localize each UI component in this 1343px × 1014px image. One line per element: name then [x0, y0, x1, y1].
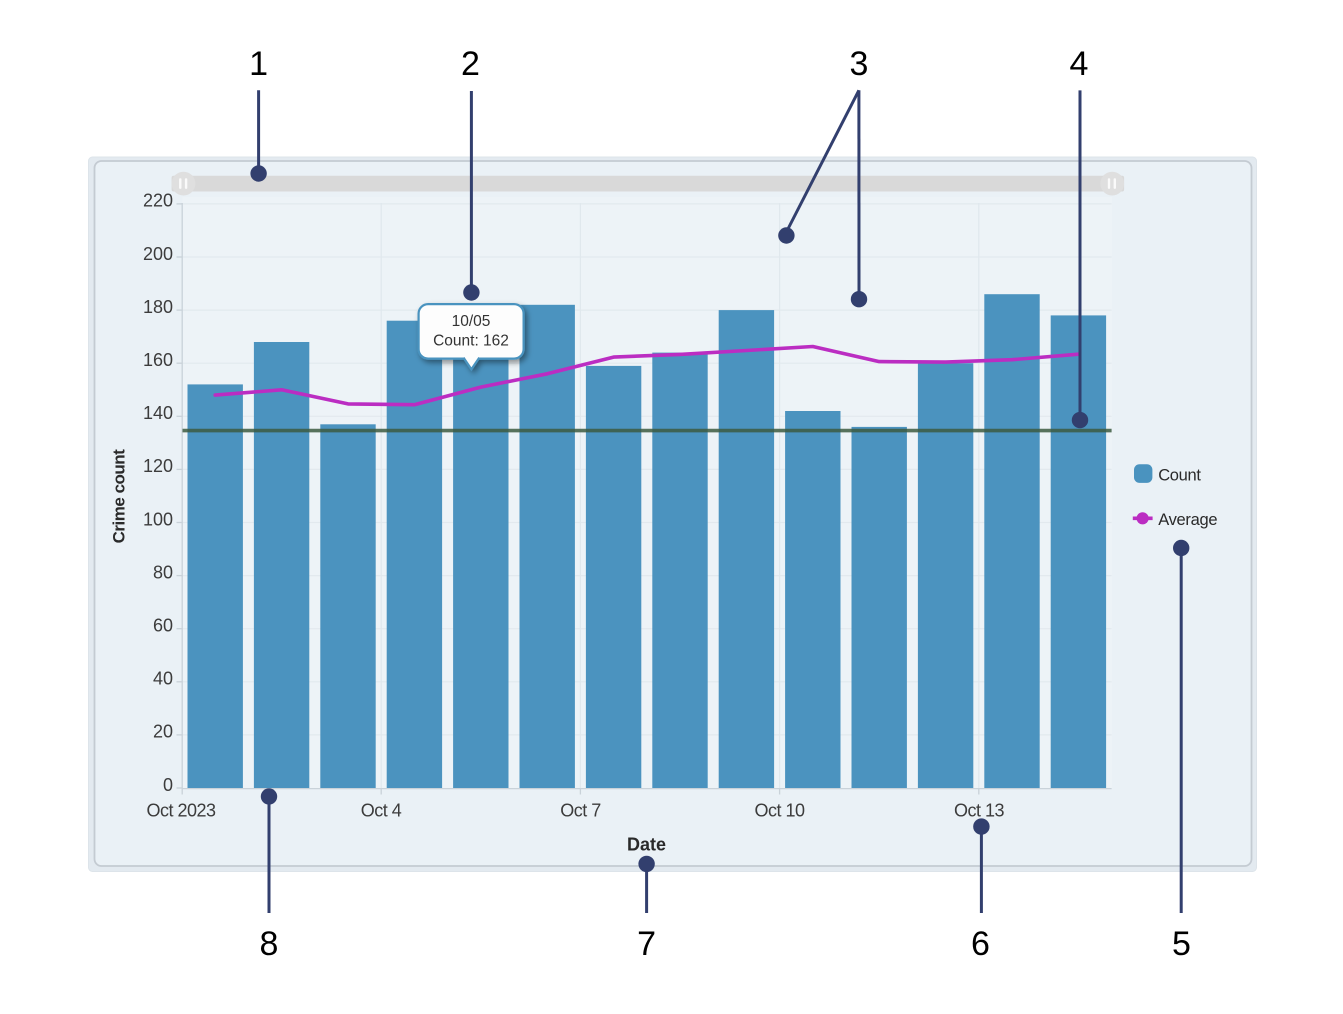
svg-text:140: 140: [143, 403, 173, 423]
svg-text:Count: 162: Count: 162: [433, 332, 509, 349]
svg-text:8: 8: [260, 925, 279, 963]
svg-text:1: 1: [249, 45, 268, 83]
svg-text:40: 40: [153, 669, 173, 689]
svg-text:60: 60: [153, 616, 173, 636]
svg-text:220: 220: [143, 191, 173, 211]
svg-text:100: 100: [143, 509, 173, 529]
svg-text:Oct 2023: Oct 2023: [146, 801, 216, 821]
svg-text:Average: Average: [1158, 511, 1217, 529]
svg-text:10/05: 10/05: [452, 313, 491, 330]
svg-text:180: 180: [143, 297, 173, 317]
svg-text:120: 120: [143, 456, 173, 476]
svg-text:2: 2: [461, 45, 480, 83]
svg-text:80: 80: [153, 562, 173, 582]
svg-text:Oct 13: Oct 13: [954, 801, 1005, 821]
svg-text:3: 3: [849, 45, 868, 83]
svg-text:160: 160: [143, 350, 173, 370]
svg-text:Oct 7: Oct 7: [560, 801, 601, 821]
svg-text:6: 6: [971, 925, 990, 963]
svg-text:Crime count: Crime count: [110, 449, 129, 544]
svg-text:5: 5: [1172, 925, 1191, 963]
svg-text:7: 7: [637, 925, 656, 963]
svg-text:4: 4: [1070, 45, 1089, 83]
svg-text:0: 0: [163, 775, 173, 795]
svg-text:200: 200: [143, 244, 173, 264]
svg-text:Count: Count: [1158, 466, 1201, 484]
svg-text:20: 20: [153, 722, 173, 742]
svg-text:Oct 10: Oct 10: [754, 801, 805, 821]
svg-text:Oct 4: Oct 4: [361, 801, 402, 821]
svg-text:Date: Date: [627, 835, 666, 855]
